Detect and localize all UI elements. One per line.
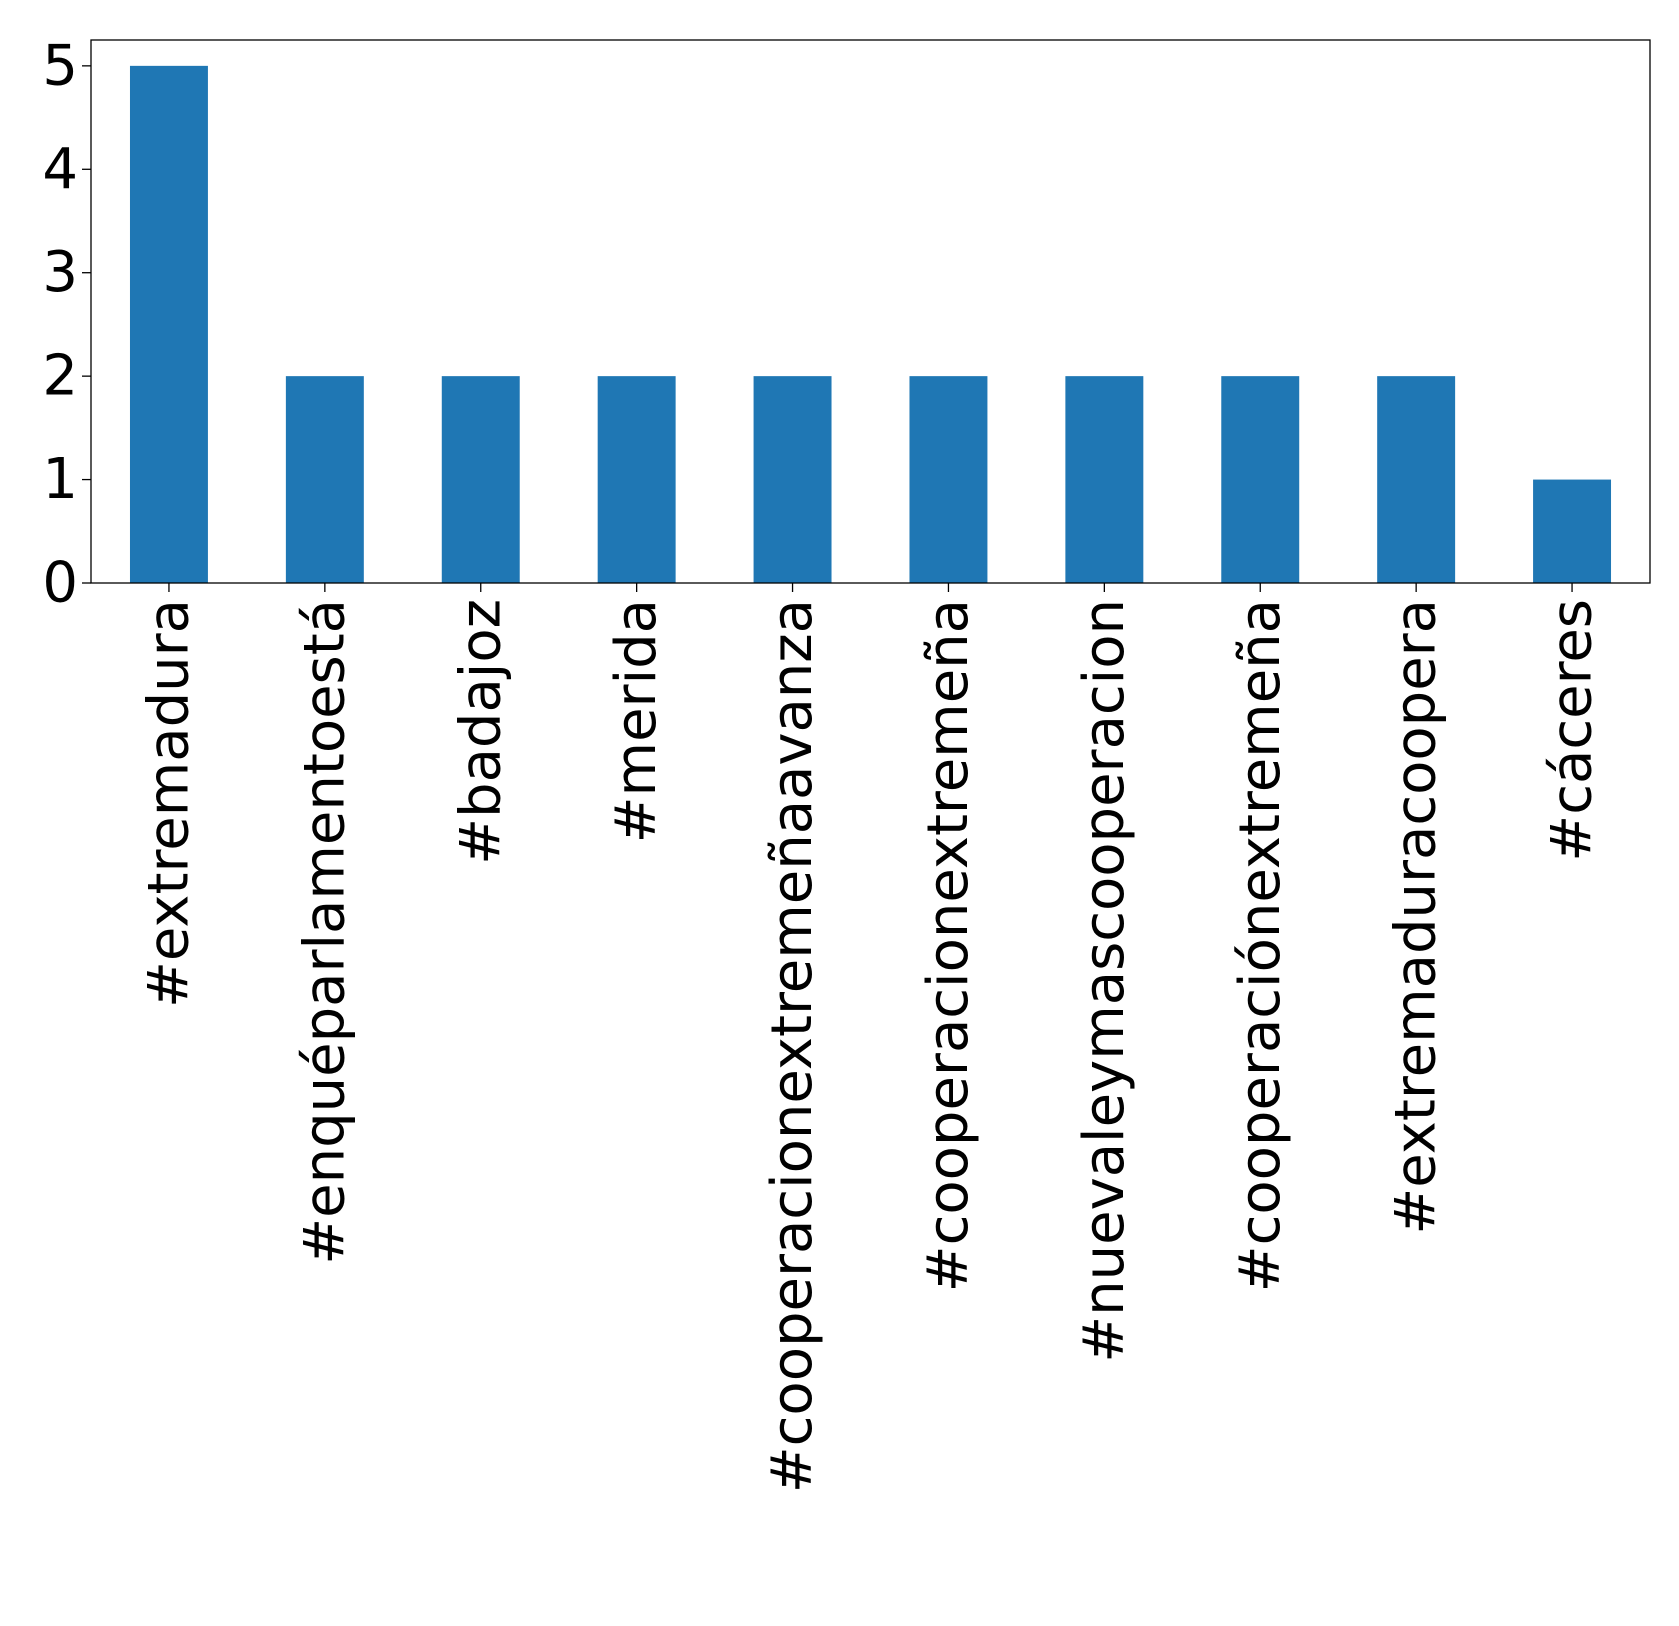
y-tick-label-1: 1 [42,447,78,512]
bar-5 [909,376,988,583]
x-tick-label-4: #cooperacionextremeñaavanza [760,599,825,1493]
x-tick-label-9: #cáceres [1540,599,1605,862]
x-axis-ticks: #extremadura #enquéparlamentoestá #badajoz… [136,583,1605,1493]
bar-0 [129,65,208,584]
plot-frame [90,39,1651,584]
bars-group [129,65,1612,584]
bar-3 [597,376,676,583]
bar-1 [285,376,364,583]
y-axis-ticks: 0 1 2 3 4 5 [42,33,91,616]
bar-4 [753,376,832,583]
x-tick-label-2: #badajoz [448,599,513,865]
y-tick-label-4: 4 [42,137,78,202]
x-tick-label-8: #extremaduracoopera [1384,599,1449,1235]
x-tick-label-0: #extremadura [136,599,201,1008]
x-tick-label-7: #cooperaciónextremeña [1228,599,1293,1292]
x-tick-label-5: #cooperacionextremeña [916,599,981,1292]
x-tick-label-1: #enquéparlamentoestá [292,599,357,1265]
bar-7 [1221,376,1300,583]
x-tick-label-6: #nuevaleymascooperacion [1072,599,1137,1363]
y-tick-label-0: 0 [42,551,78,616]
bar-2 [441,376,520,583]
x-tick-label-3: #merida [604,599,669,843]
y-tick-label-5: 5 [42,33,78,98]
y-tick-label-3: 3 [42,240,78,305]
bar-8 [1377,376,1456,583]
bar-6 [1065,376,1144,583]
bar-9 [1533,479,1612,583]
y-tick-label-2: 2 [42,344,78,409]
